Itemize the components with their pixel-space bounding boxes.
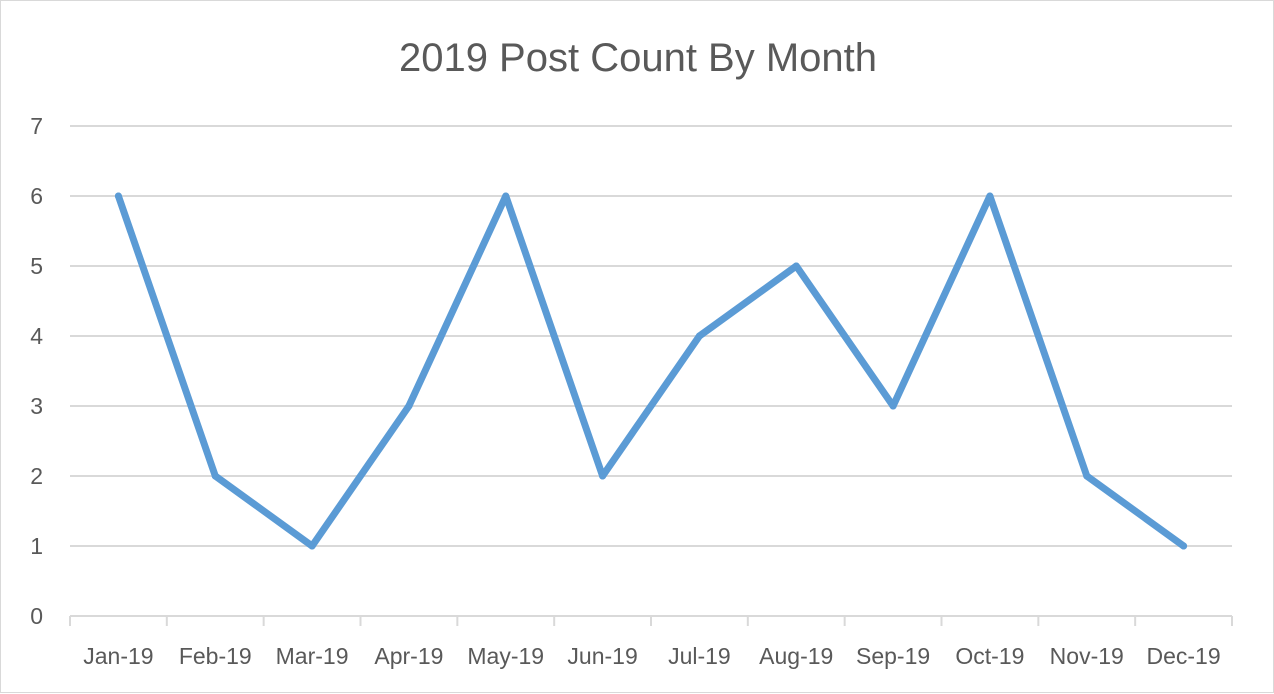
- x-tick-label: Jun-19: [567, 643, 637, 669]
- x-tick-label: Jan-19: [83, 643, 153, 669]
- x-axis-tick-labels: Jan-19 Feb-19 Mar-19 Apr-19 May-19 Jun-19 Jul-…: [83, 643, 1220, 669]
- y-tick-label: 7: [30, 113, 43, 139]
- x-axis: [69, 615, 1233, 626]
- x-tick-label: Oct-19: [955, 643, 1024, 669]
- x-tick-label: Dec-19: [1147, 643, 1221, 669]
- series-line: [114, 192, 1188, 550]
- data-point: [308, 542, 316, 550]
- y-tick-label: 6: [30, 183, 43, 209]
- data-point: [114, 192, 122, 200]
- data-point: [599, 472, 607, 480]
- x-tick-label: Mar-19: [276, 643, 349, 669]
- data-point: [1180, 542, 1188, 550]
- data-point: [792, 262, 800, 270]
- data-point: [502, 192, 510, 200]
- y-tick-label: 4: [30, 323, 43, 349]
- x-tick-label: Aug-19: [759, 643, 833, 669]
- y-axis-tick-labels: 0 1 2 3 4 5 6 7: [30, 113, 43, 629]
- y-tick-label: 2: [30, 463, 43, 489]
- series-layer: [114, 192, 1188, 550]
- x-tick-label: Jul-19: [668, 643, 731, 669]
- y-tick-label: 5: [30, 253, 43, 279]
- x-tick-label: Feb-19: [179, 643, 252, 669]
- data-point: [405, 402, 413, 410]
- x-tick-label: Apr-19: [374, 643, 443, 669]
- x-tick-label: May-19: [467, 643, 544, 669]
- y-tick-label: 1: [30, 533, 43, 559]
- data-point: [211, 472, 219, 480]
- data-point: [986, 192, 994, 200]
- data-point: [1083, 472, 1091, 480]
- x-tick-label: Sep-19: [856, 643, 930, 669]
- gridlines: [70, 125, 1232, 547]
- data-point: [695, 332, 703, 340]
- x-tick-label: Nov-19: [1050, 643, 1124, 669]
- y-tick-label: 3: [30, 393, 43, 419]
- data-point: [889, 402, 897, 410]
- chart-title: 2019 Post Count By Month: [399, 36, 877, 80]
- y-tick-label: 0: [30, 603, 43, 629]
